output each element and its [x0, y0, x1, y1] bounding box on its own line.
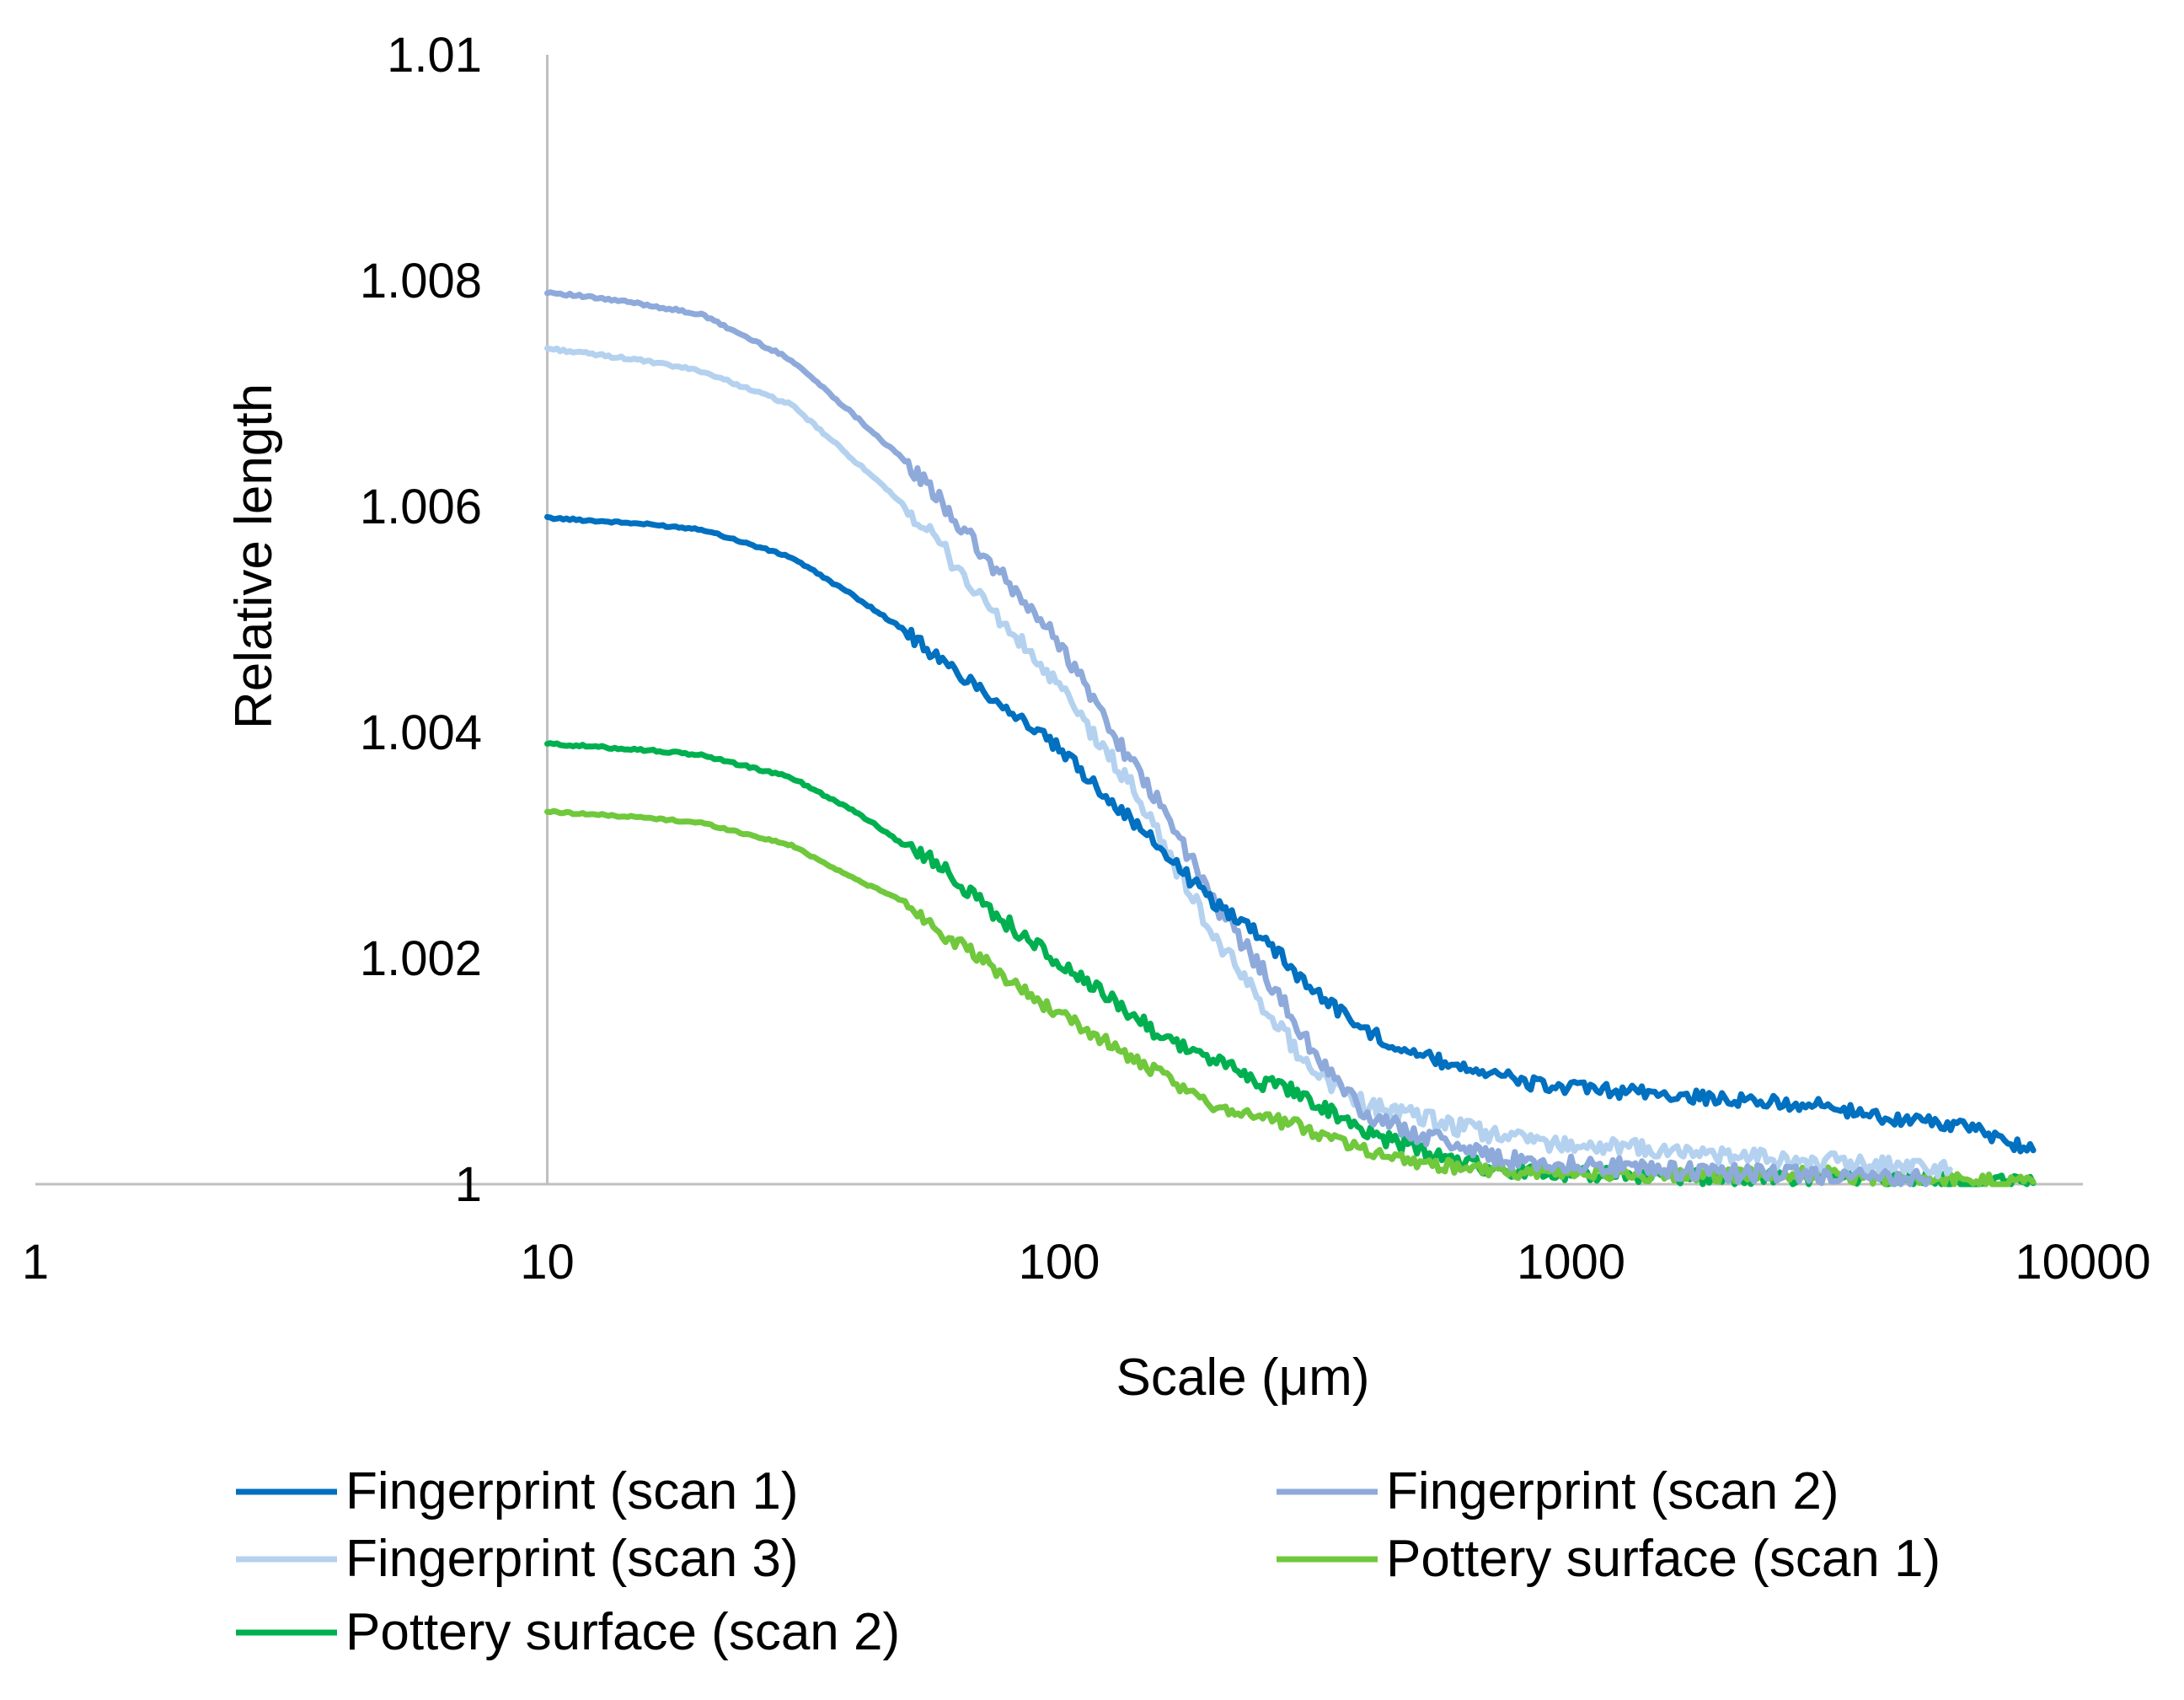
x-tick-label: 1000 — [1517, 1235, 1625, 1290]
legend-item: Fingerprint (scan 3) — [236, 1530, 799, 1588]
series-line — [544, 513, 2037, 1155]
series-line — [544, 289, 1932, 1188]
x-tick-label: 10 — [520, 1235, 575, 1290]
y-tick-label: 1 — [455, 1157, 482, 1212]
axes — [35, 55, 2083, 1186]
legend-item: Fingerprint (scan 2) — [1277, 1462, 1839, 1520]
y-axis-title: Relative length — [225, 383, 283, 729]
x-tick-label: 10000 — [2015, 1235, 2150, 1290]
x-tick-label: 1 — [22, 1235, 49, 1290]
series-line — [544, 345, 1953, 1180]
tick-labels: 1 10 100 1000 10000 1 1.002 1.004 1.006 1.008 1.01 — [22, 28, 2151, 1290]
y-tick-label: 1.006 — [360, 480, 482, 534]
x-tick-label: 100 — [1019, 1235, 1100, 1290]
y-tick-label: 1.01 — [387, 28, 482, 83]
series-line — [544, 807, 2037, 1188]
legend: Fingerprint (scan 1) Fingerprint (scan 2)… — [236, 1462, 1940, 1661]
legend-label: Pottery surface (scan 1) — [1386, 1530, 1940, 1588]
x-axis-title: Scale (μm) — [1116, 1349, 1370, 1407]
legend-item: Pottery surface (scan 1) — [1277, 1530, 1940, 1588]
legend-item: Pottery surface (scan 2) — [236, 1603, 900, 1661]
legend-item: Fingerprint (scan 1) — [236, 1462, 799, 1520]
y-tick-label: 1.002 — [360, 931, 482, 986]
series-layer — [544, 289, 2037, 1188]
y-tick-label: 1.004 — [360, 705, 482, 760]
legend-label: Pottery surface (scan 2) — [345, 1603, 900, 1661]
legend-label: Fingerprint (scan 3) — [345, 1530, 799, 1588]
y-tick-label: 1.008 — [360, 254, 482, 308]
legend-label: Fingerprint (scan 2) — [1386, 1462, 1839, 1520]
legend-label: Fingerprint (scan 1) — [345, 1462, 799, 1520]
